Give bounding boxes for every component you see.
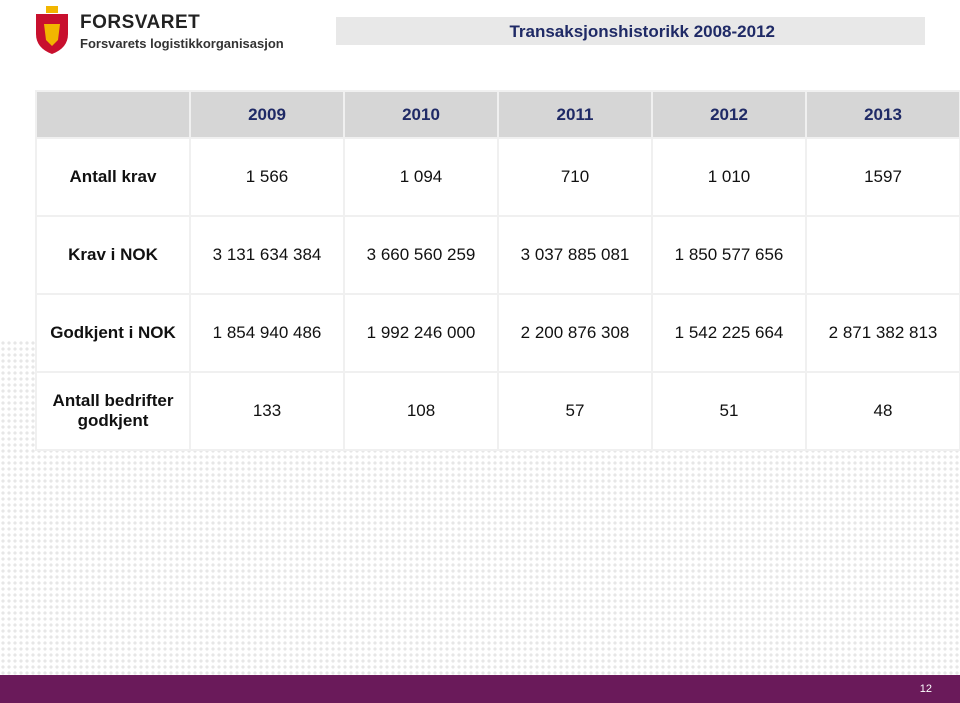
table-cell: 108 <box>343 371 499 451</box>
table-cell: 1 094 <box>343 137 499 217</box>
title-box: Transaksjonshistorikk 2008-2012 <box>336 17 925 45</box>
table-cell: 1 566 <box>189 137 345 217</box>
table-cell: 2 871 382 813 <box>805 293 960 373</box>
logo <box>36 6 68 54</box>
table-cell: 1597 <box>805 137 960 217</box>
table-cell: 3 660 560 259 <box>343 215 499 295</box>
table-cell: 1 542 225 664 <box>651 293 807 373</box>
column-header: 2013 <box>805 90 960 139</box>
row-label: Antall krav <box>35 137 191 217</box>
corner-cell <box>35 90 191 139</box>
row-label: Godkjent i NOK <box>35 293 191 373</box>
table-cell: 1 850 577 656 <box>651 215 807 295</box>
column-header: 2010 <box>343 90 499 139</box>
table-cell: 1 992 246 000 <box>343 293 499 373</box>
row-label: Antall bedrifter godkjent <box>35 371 191 451</box>
table-row: Krav i NOK 3 131 634 384 3 660 560 259 3 03… <box>35 215 960 295</box>
page-number: 12 <box>919 683 932 695</box>
column-header: 2012 <box>651 90 807 139</box>
table-cell: 2 200 876 308 <box>497 293 653 373</box>
table-cell: 48 <box>805 371 960 451</box>
table-cell: 1 854 940 486 <box>189 293 345 373</box>
table-cell: 57 <box>497 371 653 451</box>
table-cell: 3 037 885 081 <box>497 215 653 295</box>
title: Transaksjonshistorikk 2008-2012 <box>509 22 775 41</box>
empty-cell <box>805 215 960 295</box>
row-label: Krav i NOK <box>35 215 191 295</box>
table-cell: 51 <box>651 371 807 451</box>
table-row: Antall bedrifter godkjent 133 108 57 51 48 <box>35 371 960 451</box>
column-header: 2009 <box>189 90 345 139</box>
table-cell: 710 <box>497 137 653 217</box>
table-cell: 133 <box>189 371 345 451</box>
table-row: Antall krav 1 566 1 094 710 1 010 1597 <box>35 137 960 217</box>
column-header: 2011 <box>497 90 653 139</box>
table-cell: 1 010 <box>651 137 807 217</box>
brand-subtitle: Forsvarets logistikkorganisasjon <box>80 36 284 51</box>
header-row: 2009 2010 2011 2012 2013 <box>35 90 960 139</box>
footer-bar: 12 <box>0 675 960 703</box>
data-table: 2009 2010 2011 2012 2013 Antall krav 1 566 1 09… <box>35 90 960 451</box>
brand: FORSVARET <box>80 12 201 33</box>
table-row: Godkjent i NOK 1 854 940 486 1 992 246 000… <box>35 293 960 373</box>
table-cell: 3 131 634 384 <box>189 215 345 295</box>
